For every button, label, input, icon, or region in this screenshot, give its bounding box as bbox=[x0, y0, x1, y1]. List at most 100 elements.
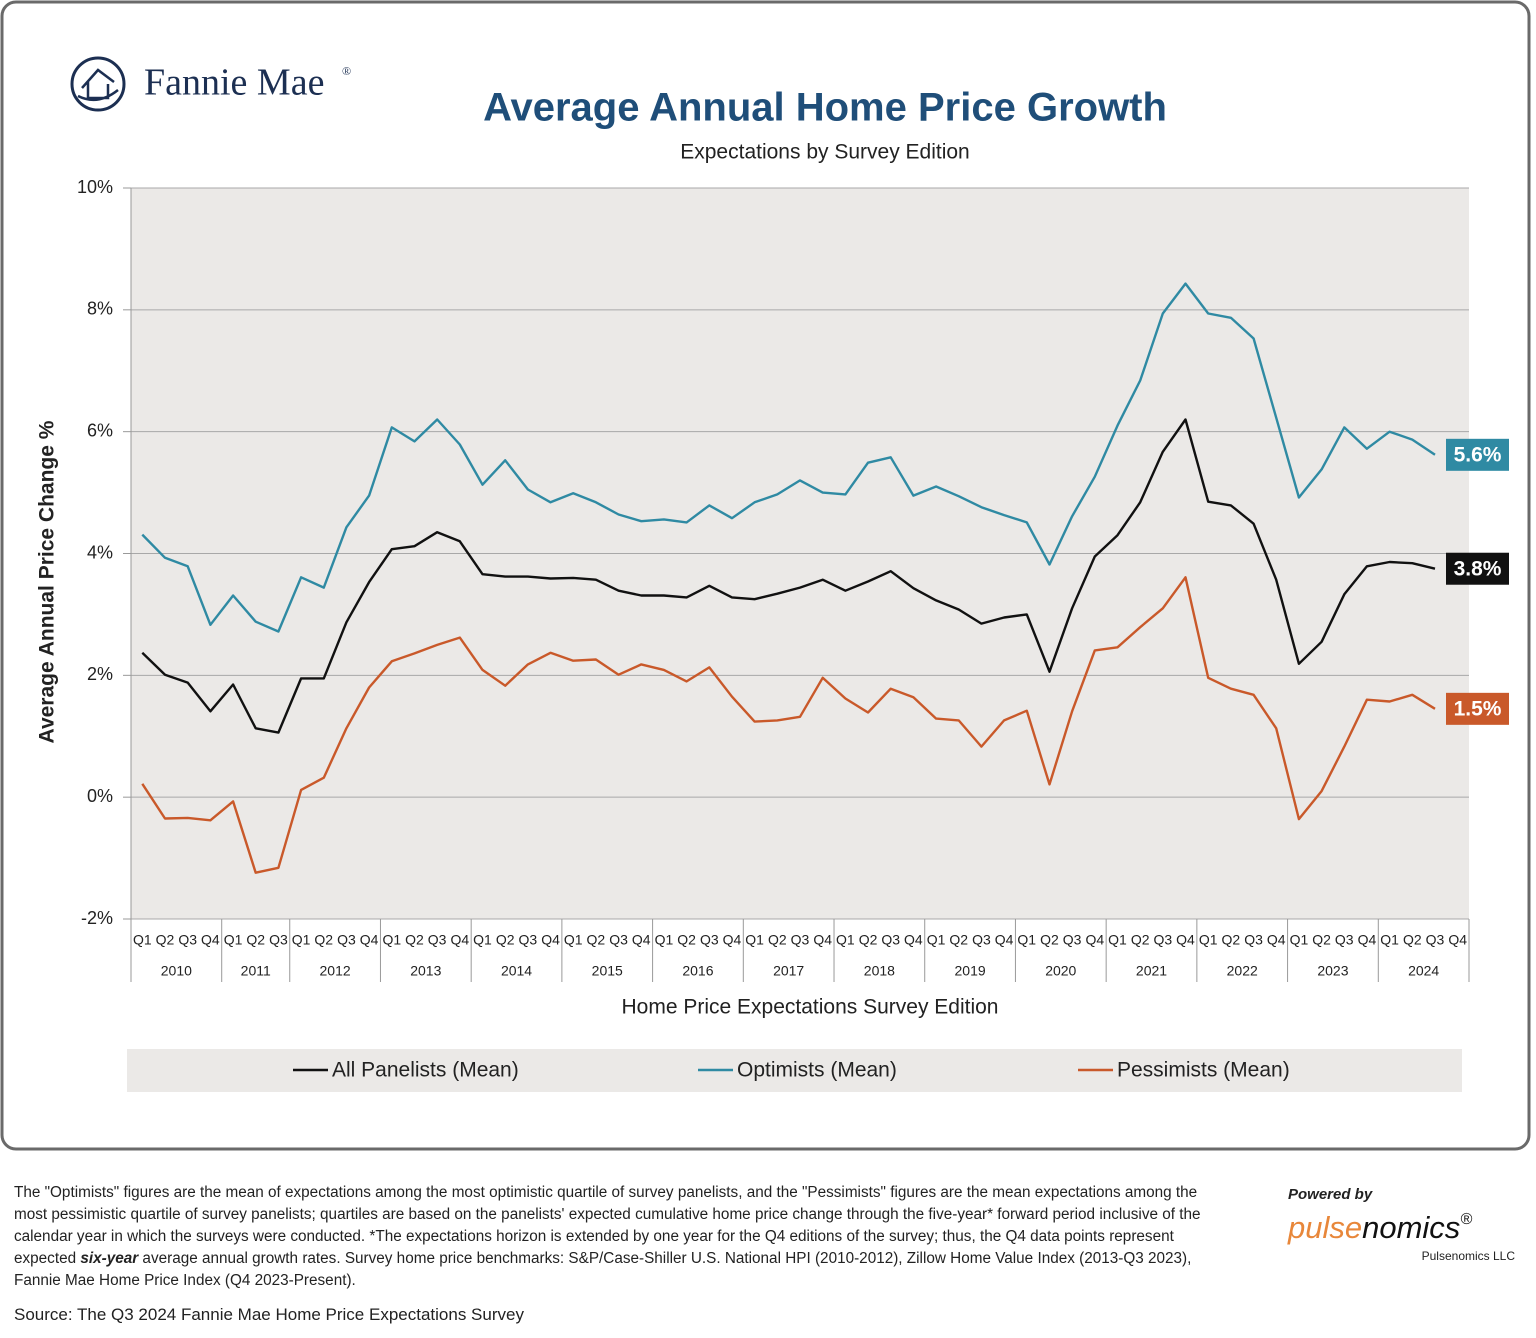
x-tick-label: Q3 bbox=[1335, 932, 1354, 948]
end-label-box bbox=[1446, 552, 1509, 585]
y-tick-label: -2% bbox=[81, 908, 113, 928]
x-tick-label: Q1 bbox=[1380, 932, 1399, 948]
x-tick-label: Q1 bbox=[745, 932, 764, 948]
x-tick-label: Q1 bbox=[1017, 932, 1036, 948]
x-tick-label: Q3 bbox=[700, 932, 719, 948]
x-group-label: 2013 bbox=[410, 963, 441, 979]
x-tick-label: Q3 bbox=[881, 932, 900, 948]
x-tick-label: Q2 bbox=[859, 932, 878, 948]
x-tick-label: Q3 bbox=[337, 932, 356, 948]
x-group-label: 2018 bbox=[864, 963, 895, 979]
x-tick-label: Q2 bbox=[1131, 932, 1150, 948]
x-tick-label: Q2 bbox=[1312, 932, 1331, 948]
x-tick-label: Q3 bbox=[428, 932, 447, 948]
x-group-label: 2024 bbox=[1408, 963, 1439, 979]
x-tick-label: Q4 bbox=[450, 932, 469, 948]
x-group-label: 2012 bbox=[320, 963, 351, 979]
x-tick-label: Q1 bbox=[836, 932, 855, 948]
x-tick-label: Q3 bbox=[269, 932, 288, 948]
footnote-text: The "Optimists" figures are the mean of … bbox=[14, 1184, 1201, 1267]
series-line bbox=[141, 282, 1436, 633]
footnote-emphasis: six-year bbox=[80, 1250, 139, 1267]
x-tick-label: Q4 bbox=[632, 932, 651, 948]
x-tick-label: Q3 bbox=[972, 932, 991, 948]
x-group-label: 2020 bbox=[1045, 963, 1076, 979]
x-tick-label: Q2 bbox=[405, 932, 424, 948]
x-tick-label: Q4 bbox=[904, 932, 923, 948]
x-tick-label: Q1 bbox=[133, 932, 152, 948]
x-tick-label: Q3 bbox=[791, 932, 810, 948]
x-tick-label: Q1 bbox=[473, 932, 492, 948]
x-tick-label: Q1 bbox=[564, 932, 583, 948]
company: Pulsenomics LLC bbox=[1422, 1249, 1516, 1263]
x-group-label: 2017 bbox=[773, 963, 804, 979]
x-tick-label: Q4 bbox=[1448, 932, 1467, 948]
logo-text: Fannie Mae bbox=[144, 62, 324, 104]
x-tick-label: Q3 bbox=[1244, 932, 1263, 948]
x-tick-label: Q1 bbox=[927, 932, 946, 948]
x-tick-label: Q4 bbox=[1176, 932, 1195, 948]
y-tick-label: 8% bbox=[87, 299, 113, 319]
x-tick-label: Q4 bbox=[541, 932, 560, 948]
legend-label: Pessimists (Mean) bbox=[1117, 1059, 1290, 1082]
x-group-label: 2021 bbox=[1136, 963, 1167, 979]
brand: pulsenomics® bbox=[1287, 1210, 1472, 1245]
y-tick-label: 4% bbox=[87, 542, 113, 562]
brand-a: pulse bbox=[1287, 1210, 1362, 1245]
x-tick-label: Q2 bbox=[1222, 932, 1241, 948]
x-tick-label: Q2 bbox=[496, 932, 515, 948]
legend-box bbox=[127, 1049, 1462, 1092]
x-tick-label: Q4 bbox=[995, 932, 1014, 948]
x-axis-label: Home Price Expectations Survey Edition bbox=[621, 996, 998, 1019]
x-tick-label: Q3 bbox=[519, 932, 538, 948]
series-line bbox=[141, 576, 1436, 874]
y-axis-label: Average Annual Price Change % bbox=[36, 420, 59, 743]
x-tick-label: Q1 bbox=[1108, 932, 1127, 948]
x-tick-label: Q1 bbox=[224, 932, 243, 948]
x-tick-label: Q4 bbox=[1358, 932, 1377, 948]
brand-mark: ® bbox=[1460, 1211, 1472, 1228]
end-label: 5.6% bbox=[1454, 443, 1502, 466]
x-tick-label: Q2 bbox=[949, 932, 968, 948]
end-label-box bbox=[1446, 692, 1509, 725]
x-tick-label: Q2 bbox=[1403, 932, 1422, 948]
y-tick-label: 10% bbox=[77, 177, 113, 197]
end-label-box bbox=[1446, 438, 1509, 471]
y-tick-label: 2% bbox=[87, 664, 113, 684]
x-tick-label: Q3 bbox=[178, 932, 197, 948]
x-group-label: 2016 bbox=[682, 963, 713, 979]
y-tick-label: 6% bbox=[87, 420, 113, 440]
x-tick-label: Q2 bbox=[1040, 932, 1059, 948]
footnote: The "Optimists" figures are the mean of … bbox=[14, 1182, 1204, 1292]
x-tick-label: Q4 bbox=[1267, 932, 1286, 948]
x-tick-label: Q4 bbox=[723, 932, 742, 948]
brand-b: nomics bbox=[1362, 1210, 1460, 1245]
x-group-label: 2022 bbox=[1227, 963, 1258, 979]
x-tick-label: Q1 bbox=[292, 932, 311, 948]
x-tick-label: Q2 bbox=[768, 932, 787, 948]
x-group-label: 2015 bbox=[592, 963, 623, 979]
x-tick-label: Q4 bbox=[360, 932, 379, 948]
x-tick-label: Q1 bbox=[1290, 932, 1309, 948]
x-group-label: 2010 bbox=[161, 963, 192, 979]
logo-icon bbox=[70, 56, 126, 112]
y-tick-label: 0% bbox=[87, 786, 113, 806]
x-tick-label: Q1 bbox=[655, 932, 674, 948]
end-label: 1.5% bbox=[1454, 697, 1502, 720]
series-line bbox=[141, 418, 1436, 734]
legend-label: All Panelists (Mean) bbox=[332, 1059, 519, 1082]
x-tick-label: Q2 bbox=[314, 932, 333, 948]
source: Source: The Q3 2024 Fannie Mae Home Pric… bbox=[14, 1305, 524, 1324]
end-label: 3.8% bbox=[1454, 557, 1502, 580]
x-group-label: 2019 bbox=[955, 963, 986, 979]
x-tick-label: Q2 bbox=[156, 932, 175, 948]
x-tick-label: Q2 bbox=[246, 932, 265, 948]
x-tick-label: Q3 bbox=[1426, 932, 1445, 948]
x-group-label: 2014 bbox=[501, 963, 532, 979]
x-tick-label: Q3 bbox=[1063, 932, 1082, 948]
legend-label: Optimists (Mean) bbox=[737, 1059, 897, 1082]
x-group-label: 2011 bbox=[241, 963, 271, 979]
x-tick-label: Q4 bbox=[813, 932, 832, 948]
powered-by: Powered by bbox=[1288, 1186, 1373, 1203]
chart-title: Average Annual Home Price Growth bbox=[483, 86, 1167, 130]
